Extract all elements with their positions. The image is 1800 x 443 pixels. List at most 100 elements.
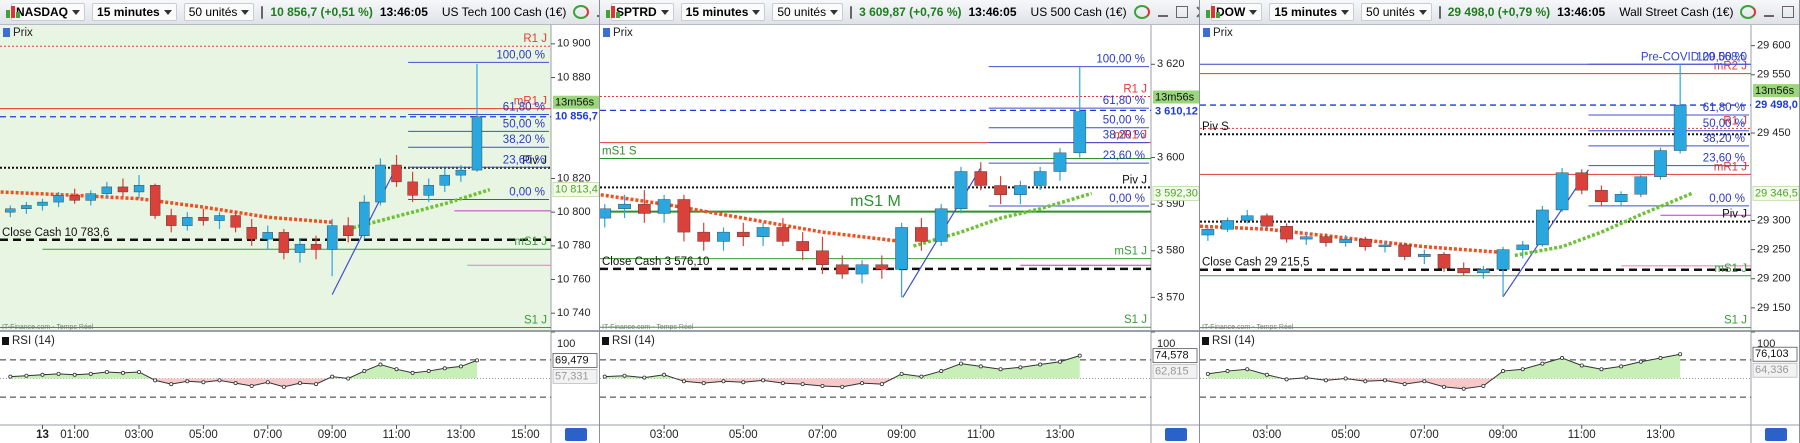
candle-body <box>875 264 889 270</box>
rsi-point <box>217 378 222 383</box>
level-label: mR1 J <box>1714 161 1747 173</box>
x-tick-label: 05:00 <box>729 429 758 441</box>
fib-label: 38,20 % <box>503 134 545 146</box>
maximize-button[interactable] <box>1782 6 1795 18</box>
level-label: S1 J <box>1724 315 1747 327</box>
candle-body <box>934 208 948 242</box>
rsi-point <box>330 374 335 379</box>
candle-body <box>1221 220 1234 230</box>
refresh-button[interactable] <box>1740 5 1757 19</box>
fib-label: 100,00 % <box>1696 51 1745 63</box>
candle-body <box>85 193 96 201</box>
fib-label: 61,80 % <box>1703 102 1745 114</box>
icon-bar <box>611 6 615 18</box>
candle-body <box>1280 226 1293 240</box>
timer-tag-bg <box>1153 90 1199 104</box>
x-tick-label: 13:00 <box>1646 429 1675 441</box>
timeframe-select[interactable]: 15 minutes <box>680 3 766 21</box>
candle-body <box>895 227 908 270</box>
y-tick-label: 29 600 <box>1757 40 1791 52</box>
minimize-button[interactable] <box>1764 7 1775 17</box>
ma-tag-bg <box>1152 186 1199 201</box>
rsi-point <box>1579 363 1584 368</box>
level-label: R1 J <box>1723 115 1747 127</box>
instrument: Wall Street Cash (1€) <box>1619 5 1734 19</box>
scroll-button[interactable] <box>1165 428 1187 441</box>
symbol-select[interactable]: SPTRD <box>611 3 674 21</box>
level-label: mS1 J <box>514 236 547 248</box>
rsi-ma-tag-bg <box>1152 364 1198 380</box>
x-tick-label: 07:00 <box>1410 429 1439 441</box>
moving-average <box>1514 191 1693 258</box>
rsi-point <box>40 372 45 377</box>
rsi-point <box>1678 352 1683 357</box>
candle-body <box>954 171 968 209</box>
rsi-point <box>1343 376 1348 381</box>
units-select[interactable]: 50 unités <box>1361 3 1432 21</box>
scroll-button[interactable] <box>1765 428 1787 441</box>
candle-body <box>1358 238 1372 247</box>
icon-bar <box>16 12 20 18</box>
symbol-select[interactable]: NASDAQ <box>11 3 86 21</box>
icon-bar <box>1211 6 1215 18</box>
timeframe-select[interactable]: 15 minutes <box>1269 3 1355 21</box>
minimize-button[interactable] <box>597 7 599 17</box>
toolbar: NASDAQ 15 minutes 50 unités 10 856,7 (+0,51… <box>0 0 599 25</box>
candle-body <box>1457 268 1470 274</box>
y-tick-label: 29 200 <box>1757 273 1791 285</box>
rsi-point <box>662 372 667 377</box>
level-label: Piv J <box>522 155 547 167</box>
candle-body <box>439 174 450 186</box>
rsi-point <box>1382 378 1387 383</box>
info-icon[interactable] <box>1438 5 1441 19</box>
units-select[interactable]: 50 unités <box>183 3 255 21</box>
rsi-point <box>56 371 61 376</box>
maximize-button[interactable] <box>1175 6 1188 18</box>
rsi-point <box>153 378 158 383</box>
timer-tag-bg <box>553 95 599 109</box>
info-icon[interactable] <box>261 5 264 19</box>
rsi-fill-below <box>1207 378 1681 389</box>
rsi-point <box>681 379 686 384</box>
moving-average <box>913 191 1093 248</box>
rsi-point <box>1323 378 1328 383</box>
y-tick-label: 29 300 <box>1757 214 1791 226</box>
candle-body <box>1398 244 1411 257</box>
rsi-point <box>394 367 399 372</box>
candle-body <box>101 186 113 194</box>
info-icon[interactable] <box>850 5 853 19</box>
timer-tag: 13m56s <box>1755 85 1795 97</box>
rsi-point <box>233 381 238 386</box>
candle-body <box>1673 104 1687 151</box>
refresh-button[interactable] <box>1133 5 1150 19</box>
price-pane <box>600 25 1151 331</box>
refresh-button[interactable] <box>573 5 590 19</box>
x-tick-label: 05:00 <box>189 429 218 441</box>
rsi-value-tag-bg <box>1152 348 1198 364</box>
timeframe-select[interactable]: 15 minutes <box>92 3 177 21</box>
ma-tag: 29 346,5 <box>1755 187 1798 199</box>
candle-body <box>1634 176 1648 195</box>
symbol-select[interactable]: DOW <box>1211 3 1263 21</box>
scroll-button[interactable] <box>565 428 587 441</box>
rsi-point <box>1540 361 1545 366</box>
candle-body <box>1595 189 1608 203</box>
candle-body <box>1014 185 1027 196</box>
rsi-y-tick-label: 100 <box>1157 338 1175 350</box>
timer-tag: 13m56s <box>555 97 595 109</box>
moving-average <box>0 190 333 225</box>
candle-body <box>455 169 467 176</box>
rsi-value-tag: 74,578 <box>1155 350 1189 362</box>
y-tick-label: 10 780 <box>557 240 591 252</box>
y-tick-label: 3 620 <box>1157 58 1185 70</box>
rsi-point <box>297 381 302 386</box>
price-label: Prix <box>613 27 633 39</box>
units-select[interactable]: 50 unités <box>772 3 844 21</box>
candle-body <box>1299 236 1313 240</box>
y-tick-label: 3 570 <box>1157 291 1185 303</box>
candle-body <box>1201 228 1215 236</box>
candle-body <box>600 208 612 219</box>
candle-body <box>1437 254 1451 269</box>
minimize-button[interactable] <box>1157 7 1168 17</box>
